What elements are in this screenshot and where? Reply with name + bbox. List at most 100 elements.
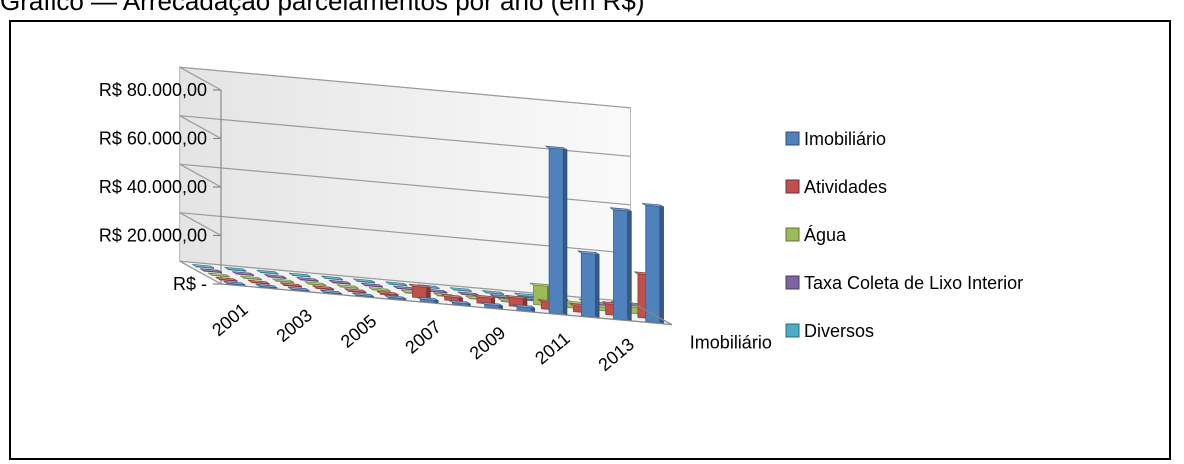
x-tick-label: 2007 bbox=[401, 317, 445, 358]
bar-top bbox=[320, 289, 342, 294]
gridline bbox=[179, 260, 631, 303]
bar bbox=[642, 203, 664, 324]
x-tick-label: 2011 bbox=[531, 328, 574, 368]
legend-label: Imobiliário bbox=[804, 129, 886, 149]
bar-top bbox=[200, 268, 222, 273]
bar-top bbox=[336, 284, 359, 289]
bar bbox=[328, 279, 351, 285]
bar-top bbox=[505, 295, 527, 300]
x-tick-label: 2003 bbox=[273, 305, 317, 346]
bar-top bbox=[352, 292, 374, 297]
bar bbox=[344, 288, 367, 294]
legend-swatch bbox=[785, 275, 800, 290]
chart-canvas: R$ 80.000,00 R$ 60.000,00 R$ 40.000,00 R$ 2… bbox=[99, 66, 1023, 375]
bar-top bbox=[247, 279, 270, 285]
bar-top bbox=[376, 290, 399, 296]
gridline bbox=[179, 163, 631, 206]
bar-top bbox=[457, 291, 480, 296]
legend-label: Água bbox=[804, 225, 847, 245]
bar bbox=[336, 284, 359, 290]
y-tick-label: R$ 60.000,00 bbox=[99, 129, 207, 149]
chart-title: Gráfico — Arrecadação parcelamentos por … bbox=[0, 0, 645, 16]
bar-top bbox=[240, 275, 262, 280]
bar-side bbox=[562, 147, 568, 316]
bar bbox=[207, 272, 230, 278]
gridline bbox=[179, 115, 631, 157]
legend-entry: Atividades bbox=[785, 177, 887, 197]
y-tick-label: R$ 20.000,00 bbox=[99, 226, 207, 246]
depth-axis-line bbox=[630, 301, 673, 326]
bar-top bbox=[312, 285, 334, 290]
legend-swatch bbox=[785, 131, 800, 146]
legend-swatch bbox=[785, 179, 800, 194]
bar-top bbox=[481, 302, 503, 307]
bar-top bbox=[288, 272, 311, 277]
bar-top bbox=[287, 286, 310, 292]
bar bbox=[256, 269, 279, 275]
bar-top bbox=[482, 290, 504, 295]
bar bbox=[361, 282, 383, 288]
bar-top bbox=[408, 283, 431, 289]
bar bbox=[376, 290, 399, 297]
bar bbox=[200, 268, 222, 274]
bar bbox=[280, 282, 302, 288]
chart-frame: R$ 80.000,00 R$ 60.000,00 R$ 40.000,00 R$ 2… bbox=[9, 20, 1171, 460]
bar-side bbox=[627, 208, 632, 322]
bar-top bbox=[255, 283, 278, 289]
y-tick-label: R$ 80.000,00 bbox=[99, 80, 207, 100]
bar bbox=[513, 304, 535, 313]
bar bbox=[240, 275, 262, 281]
bar-top bbox=[296, 277, 319, 282]
bar bbox=[223, 280, 246, 287]
bar-top bbox=[609, 207, 632, 212]
bar-top bbox=[393, 285, 415, 290]
bar-top bbox=[192, 264, 214, 269]
legend-swatch bbox=[785, 227, 800, 242]
bar bbox=[272, 278, 295, 284]
legend-entry: Imobiliário bbox=[785, 129, 886, 149]
bar bbox=[312, 285, 335, 291]
bar bbox=[255, 283, 278, 290]
bar-top bbox=[304, 281, 326, 286]
bar bbox=[224, 266, 247, 272]
bar-top bbox=[473, 294, 495, 299]
bar bbox=[481, 302, 503, 310]
bar-top bbox=[272, 278, 294, 283]
bar-top bbox=[529, 282, 552, 287]
bar-top bbox=[441, 294, 463, 299]
bar bbox=[352, 292, 375, 298]
y-tick-label: R$ 40.000,00 bbox=[99, 177, 207, 197]
bar-top bbox=[513, 304, 535, 309]
x-tick-label: 2009 bbox=[466, 322, 510, 363]
bar bbox=[449, 287, 472, 293]
bar-top bbox=[449, 287, 472, 292]
bar-top bbox=[207, 272, 230, 277]
legend-entry: Taxa Coleta de Lixo Interior bbox=[785, 273, 1023, 293]
bar-top bbox=[353, 278, 375, 283]
bar bbox=[288, 272, 311, 278]
x-axis-line bbox=[220, 283, 672, 326]
bar-top bbox=[280, 282, 302, 287]
bar bbox=[577, 250, 600, 319]
bar bbox=[192, 264, 215, 270]
gridline bbox=[179, 66, 631, 109]
bar bbox=[609, 207, 632, 322]
bar-top bbox=[256, 269, 279, 275]
bar-top bbox=[223, 280, 245, 286]
y-tick-label: R$ - bbox=[173, 274, 207, 294]
bar-top bbox=[448, 300, 471, 305]
bar bbox=[353, 278, 376, 284]
bar bbox=[247, 279, 270, 285]
bar bbox=[232, 271, 255, 277]
bar-side bbox=[595, 251, 600, 319]
bar bbox=[321, 275, 343, 281]
bar-top bbox=[514, 292, 536, 298]
legend-entry: Diversos bbox=[785, 321, 874, 341]
bar bbox=[482, 290, 504, 296]
bar bbox=[368, 287, 391, 293]
legend-label: Diversos bbox=[804, 321, 874, 341]
bar-top bbox=[642, 203, 664, 208]
legend-entry: Água bbox=[785, 225, 847, 245]
bar bbox=[215, 276, 238, 282]
bar bbox=[545, 145, 568, 316]
